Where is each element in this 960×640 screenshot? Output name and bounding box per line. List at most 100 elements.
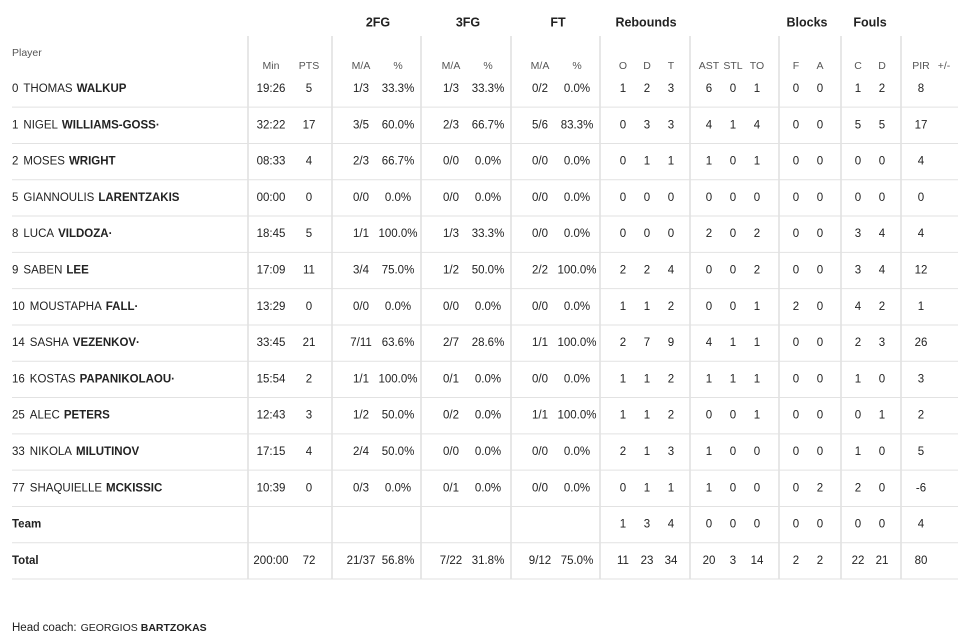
stat-cell: 0 xyxy=(817,228,823,240)
player-name: 16 KOSTAS PAPANIKOLAOU· xyxy=(12,373,175,385)
stat-cell: 1/2 xyxy=(353,410,369,422)
stat-cell: 11 xyxy=(303,265,315,277)
stat-cell: 1/3 xyxy=(443,228,459,240)
stat-cell: 1 xyxy=(620,410,626,422)
stat-cell: 0.0% xyxy=(475,410,501,422)
group-header: Blocks xyxy=(787,15,828,29)
stat-cell: 14 xyxy=(751,555,764,567)
player-name: 33 NIKOLA MILUTINOV xyxy=(12,446,140,458)
stat-cell: 0 xyxy=(644,228,650,240)
stat-cell: 2 xyxy=(668,301,674,313)
player-last-name: WILLIAMS-GOSS· xyxy=(62,119,160,131)
stat-cell: 0.0% xyxy=(475,192,501,204)
stat-cell: 0 xyxy=(668,228,674,240)
player-number: 77 xyxy=(12,482,25,494)
player-first-name: LUCA xyxy=(23,228,54,240)
stat-cell: 2 xyxy=(306,373,312,385)
player-name: 2 MOSES WRIGHT xyxy=(12,156,116,168)
column-header: Min xyxy=(263,60,280,72)
stat-cell: 0 xyxy=(668,192,674,204)
player-first-name: SHAQUIELLE xyxy=(30,482,103,494)
stat-cell: 5 xyxy=(855,119,861,131)
stat-cell: 2 xyxy=(793,555,799,567)
stat-cell: 3 xyxy=(644,119,650,131)
player-number: 2 xyxy=(12,156,18,168)
player-number: 25 xyxy=(12,410,25,422)
stat-cell: 0 xyxy=(918,192,924,204)
player-first-name: ALEC xyxy=(30,410,60,422)
stat-cell: 31.8% xyxy=(472,555,505,567)
stat-cell: 0 xyxy=(730,482,736,494)
stat-cell: 0 xyxy=(793,482,799,494)
head-coach-label: Head coach: xyxy=(12,622,77,634)
stat-cell: 50.0% xyxy=(382,446,415,458)
stat-cell: 1/2 xyxy=(443,265,459,277)
stat-cell: 1 xyxy=(644,410,650,422)
stat-cell: 0 xyxy=(855,192,861,204)
stat-cell: 0 xyxy=(730,156,736,168)
stat-cell: 28.6% xyxy=(472,337,505,349)
player-name: 77 SHAQUIELLE MCKISSIC xyxy=(12,482,162,494)
stat-cell: 1 xyxy=(754,337,760,349)
player-name: 1 NIGEL WILLIAMS-GOSS· xyxy=(12,119,160,131)
stat-cell: 1/1 xyxy=(532,337,548,349)
stat-cell: 0/0 xyxy=(532,373,548,385)
stat-cell: 0 xyxy=(706,410,712,422)
player-first-name: MOSES xyxy=(23,156,65,168)
stat-cell: 19:26 xyxy=(257,83,286,95)
stat-cell: 0 xyxy=(817,519,823,531)
stat-cell: 4 xyxy=(668,519,675,531)
stat-cell: 0.0% xyxy=(475,373,501,385)
stat-cell: 1/1 xyxy=(353,228,369,240)
stat-cell: 00:00 xyxy=(257,192,286,204)
stat-cell: 1/3 xyxy=(353,83,369,95)
stat-cell: 9/12 xyxy=(529,555,551,567)
player-last-name: WRIGHT xyxy=(69,156,116,168)
column-header: PIR xyxy=(912,60,930,72)
stat-cell: 3 xyxy=(306,410,312,422)
stat-cell: 0 xyxy=(620,192,626,204)
stat-cell: 0/0 xyxy=(443,156,459,168)
stat-cell: 0 xyxy=(793,519,799,531)
stat-cell: 0 xyxy=(754,482,760,494)
stat-cell: 0.0% xyxy=(385,301,411,313)
stat-cell: 34 xyxy=(665,555,678,567)
stat-cell: 3 xyxy=(668,83,674,95)
stat-cell: 4 xyxy=(879,265,886,277)
stat-cell: 1/1 xyxy=(532,410,548,422)
stat-cell: 7/11 xyxy=(350,337,372,349)
player-first-name: GIANNOULIS xyxy=(23,192,94,204)
stat-cell: 0/0 xyxy=(532,156,548,168)
stat-cell: 0 xyxy=(730,228,736,240)
stat-cell: 1 xyxy=(706,446,712,458)
stat-cell: 0 xyxy=(793,337,799,349)
column-header: M/A xyxy=(352,60,371,72)
player-number: 16 xyxy=(12,373,25,385)
stat-cell: 100.0% xyxy=(378,228,417,240)
player-number: 1 xyxy=(12,119,18,131)
stat-cell: 0 xyxy=(817,373,823,385)
group-header: Fouls xyxy=(853,15,886,29)
stat-cell: 0 xyxy=(730,192,736,204)
stat-cell: 32:22 xyxy=(257,119,286,131)
stat-cell: 0 xyxy=(730,301,736,313)
stat-cell: 0 xyxy=(730,446,736,458)
column-header: O xyxy=(619,60,627,72)
player-first-name: NIKOLA xyxy=(30,446,73,458)
stat-cell: 1 xyxy=(754,301,760,313)
stat-cell: 0/0 xyxy=(532,228,548,240)
stat-cell: 17:09 xyxy=(257,265,286,277)
stat-cell: 4 xyxy=(306,446,313,458)
column-header: D xyxy=(878,60,886,72)
stat-cell: 2 xyxy=(754,228,760,240)
stat-cell: 2/4 xyxy=(353,446,370,458)
stat-cell: 3 xyxy=(730,555,736,567)
player-first-name: SASHA xyxy=(30,337,69,349)
stat-cell: 2/3 xyxy=(443,119,459,131)
stat-cell: 50.0% xyxy=(382,410,415,422)
column-header: D xyxy=(643,60,651,72)
player-name: 14 SASHA VEZENKOV· xyxy=(12,337,140,349)
stat-cell: 4 xyxy=(918,228,925,240)
stat-cell: -6 xyxy=(916,482,926,494)
stat-cell: 1 xyxy=(855,83,861,95)
